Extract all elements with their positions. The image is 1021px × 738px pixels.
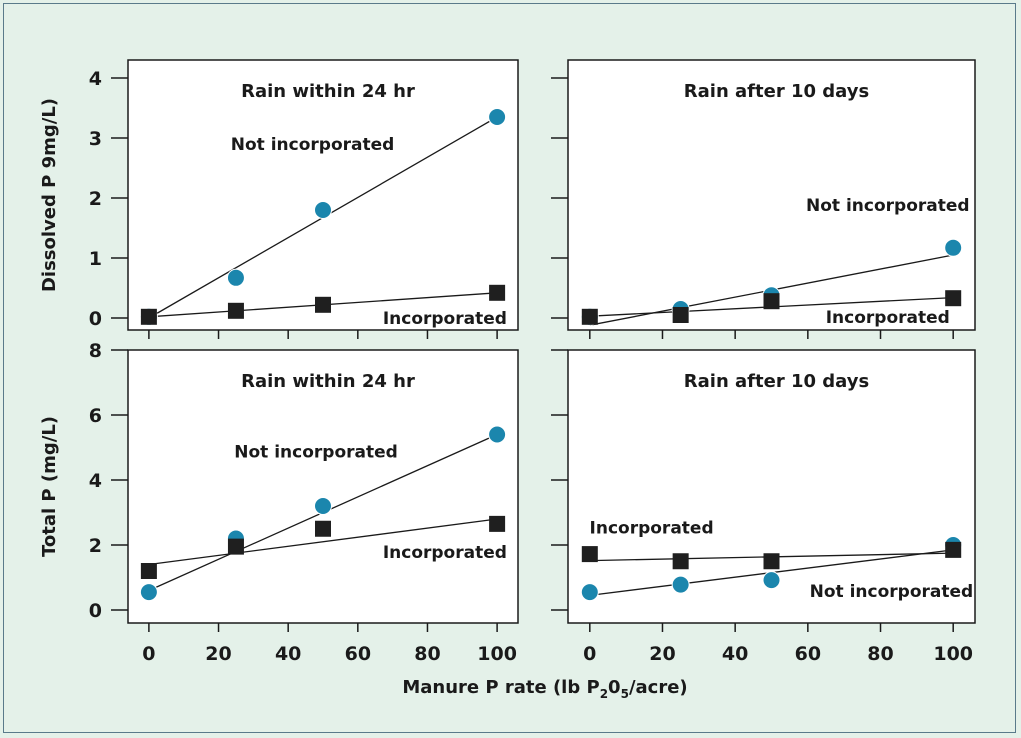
point-circle [671,575,690,594]
series-label: Incorporated [590,519,714,539]
y-tick-label: 2 [89,188,102,210]
series-label: Not incorporated [234,442,398,462]
series-label: Incorporated [383,543,507,563]
point-square [581,546,598,563]
x-tick-label: 100 [477,643,517,665]
x-tick-label: 20 [205,643,231,665]
point-square [763,553,780,570]
point-circle [944,238,963,257]
x-tick-label: 60 [795,643,821,665]
point-circle [580,583,599,602]
point-square [945,290,962,307]
point-square [672,553,689,570]
point-square [763,293,780,310]
x-tick-label: 60 [345,643,371,665]
x-tick-label: 80 [867,643,893,665]
series-label: Incorporated [826,308,950,328]
panel-dissolved-24hr: 0 1 2 3 4 Rain within 24 hr Dissolved P 9mg/L)… [39,59,519,339]
point-square [489,515,506,532]
x-tick-label: 0 [583,643,596,665]
plot-area [127,59,519,331]
plot-area [127,349,519,624]
fit-line [148,518,498,566]
point-square [140,563,157,579]
point-square [672,307,689,323]
y-tick-label: 0 [89,600,102,622]
point-square [315,296,331,313]
x-tick-label: 100 [933,643,973,665]
y-tick-label: 0 [89,308,102,330]
x-tick-label: 20 [649,643,675,665]
y-tick-label: 6 [89,405,102,427]
x-tick-label: 80 [414,643,440,665]
point-square [227,302,244,319]
point-square [945,541,962,558]
y-tick-label: 1 [89,248,102,270]
point-square [315,520,331,537]
point-square [140,308,157,325]
series-label: Not incorporated [231,135,395,155]
y-axis-title: Dissolved P 9mg/L) [39,98,60,292]
point-circle [488,425,507,444]
point-circle [314,497,332,515]
y-tick-label: 3 [89,128,102,150]
point-circle [139,583,158,602]
point-circle [314,201,332,219]
series-label: Not incorporated [806,196,970,216]
point-circle [762,571,781,590]
panel-title: Rain within 24 hr [241,81,415,102]
point-circle [226,268,245,287]
point-square [581,308,598,325]
panel-title: Rain after 10 days [684,371,869,392]
point-square [489,284,506,301]
panel-title: Rain within 24 hr [241,371,415,392]
x-tick-label: 0 [142,643,155,665]
y-axis-title: Total P (mg/L) [39,416,60,557]
point-circle [488,108,507,126]
y-tick-label: 4 [89,68,102,90]
y-tick-label: 4 [89,470,102,492]
point-square [227,538,244,555]
panel-dissolved-10days: Rain after 10 days Not incorporated Incorp… [551,59,976,339]
figure-frame [3,3,1016,733]
x-axis-title: Manure P rate (lb P205/acre) [402,677,687,701]
y-tick-label: 2 [89,535,102,557]
panel-title: Rain after 10 days [684,81,869,102]
y-tick-label: 8 [89,340,102,362]
series-label: Incorporated [383,309,507,329]
panel-total-10days: 0 20 40 60 80 100 Rain after 10 days Incorporat… [551,349,976,665]
x-tick-label: 40 [275,643,301,665]
series-label: Not incorporated [810,582,974,602]
plot-area [567,59,976,331]
x-tick-label: 40 [722,643,748,665]
